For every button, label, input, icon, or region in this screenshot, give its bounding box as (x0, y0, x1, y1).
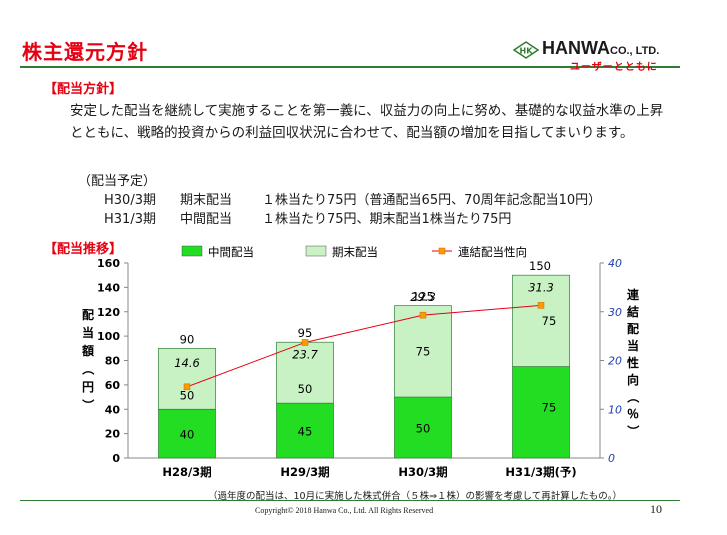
y-axis-title-left-char: 当 (82, 325, 94, 340)
bar-interim (276, 402, 334, 459)
bar-total-label: 125 (412, 290, 434, 304)
bar-interim (394, 396, 452, 459)
x-tick-label: H28/3期 (162, 465, 211, 479)
y-axis-title-right-char: ％ (627, 407, 639, 421)
y-axis-title-left-char: （ (81, 363, 96, 375)
legend-label-year-end: 期末配当 (332, 245, 378, 259)
schedule-period: H30/3期 (104, 193, 156, 208)
bar-label-year-end: 75 (416, 344, 431, 358)
legend-label-interim: 中間配当 (208, 245, 254, 259)
y-tick-label-left: 100 (97, 330, 120, 343)
logo-tagline: ユーザーとともに (570, 62, 658, 73)
page-number: 10 (650, 502, 662, 516)
policy-heading: 【配当方針】 (44, 82, 123, 97)
payout-ratio-line (186, 304, 542, 388)
dividend-chart: 中間配当 期末配当 連結配当性向02040608010012014016001020… (81, 245, 641, 479)
logo-mark-text: HK (520, 47, 534, 56)
bar-year-end (158, 347, 216, 410)
logo-name: HANWA (542, 38, 610, 58)
y-axis-title-right-char: 連 (627, 287, 640, 302)
bar-label-year-end: 50 (298, 382, 313, 396)
y-tick-label-right: 30 (608, 306, 622, 319)
bar-interim (512, 366, 570, 459)
y-axis-title-left-char: 円 (82, 380, 94, 394)
schedule-detail: １株当たり75円（普通配当65円、70周年記念配当10円） (262, 193, 602, 208)
page-title: 株主還元方針 (22, 40, 148, 64)
y-axis-title-right-char: ） (626, 425, 641, 437)
bar-label-interim: 50 (416, 422, 431, 436)
y-axis-title-right-char: 向 (627, 372, 639, 387)
company-logo: HK HANWACO., LTD. ユーザーとともに (512, 38, 682, 73)
bar-label-interim: 75 (542, 400, 557, 414)
footnote: （過年度の配当は、10月に実施した株式併合（５株⇒１株）の影響を考慮して再計算し… (208, 491, 623, 502)
bar-label-year-end: 50 (180, 388, 195, 402)
y-axis-title-left-char: ） (81, 399, 96, 411)
bar-year-end (276, 341, 334, 404)
payout-ratio-marker (419, 311, 427, 319)
schedule-type: 中間配当 (180, 212, 233, 227)
y-tick-label-left: 40 (105, 403, 121, 416)
schedule-type: 期末配当 (180, 193, 233, 208)
bar-total-label: 150 (529, 259, 551, 273)
y-tick-label-left: 140 (97, 281, 120, 294)
y-tick-label-right: 10 (608, 403, 622, 416)
legend-label-payout: 連結配当性向 (458, 245, 527, 259)
hk-diamond-icon: HK (512, 41, 540, 59)
history-heading: 【配当推移】 (44, 242, 123, 257)
legend-marker-payout (438, 247, 446, 255)
y-axis-title-left-char: 配 (82, 307, 94, 322)
y-tick-label-left: 20 (105, 428, 121, 441)
bar-year-end (394, 305, 452, 398)
x-tick-label: H31/3期(予) (505, 465, 576, 479)
bar-total-label: 95 (298, 326, 313, 340)
x-tick-label: H29/3期 (280, 465, 329, 479)
y-axis-title-right-char: 当 (627, 338, 639, 353)
bar-year-end (512, 274, 570, 367)
bar-label-interim: 45 (298, 425, 313, 439)
copyright: Copyright© 2018 Hanwa Co., Ltd. All Righ… (255, 506, 434, 515)
x-tick-label: H30/3期 (398, 465, 447, 479)
payout-ratio-label: 14.6 (174, 356, 200, 370)
y-tick-label-right: 40 (608, 257, 622, 270)
schedule-period: H31/3期 (104, 212, 156, 227)
payout-ratio-label: 31.3 (528, 280, 554, 294)
policy-text: 安定した配当を継続して実施することを第一義に、収益力の向上に努め、基礎的な収益水… (70, 103, 664, 141)
footer-divider (20, 500, 680, 501)
y-axis-title-left-char: 額 (81, 343, 94, 358)
y-tick-label-right: 20 (608, 355, 622, 368)
bar-label-interim: 40 (180, 428, 195, 442)
legend-swatch-interim (181, 245, 203, 257)
payout-ratio-marker (537, 302, 545, 309)
y-tick-label-left: 0 (112, 452, 120, 465)
bar-total-label: 90 (180, 332, 195, 346)
payout-ratio-marker (183, 383, 191, 391)
schedule-heading: （配当予定） (78, 174, 157, 189)
y-tick-label-left: 80 (105, 355, 121, 368)
bar-label-year-end: 75 (542, 314, 557, 328)
y-axis-title-right-char: 配 (627, 321, 639, 336)
bar-interim (158, 408, 216, 459)
schedule-row: H31/3期 中間配当 １株当たり75円、期末配当1株当たり75円 (104, 208, 511, 227)
logo-suffix: CO., LTD. (610, 45, 660, 57)
y-axis-title-right-char: 結 (627, 304, 639, 319)
payout-ratio-label: 29.3 (410, 290, 436, 304)
y-tick-label-left: 120 (97, 306, 120, 319)
y-axis-title-right-char: （ (626, 391, 641, 403)
y-tick-label-right: 0 (608, 452, 615, 465)
payout-ratio-label: 23.7 (292, 347, 318, 361)
payout-ratio-marker (301, 339, 309, 346)
schedule-row: H30/3期 期末配当 １株当たり75円（普通配当65円、70周年記念配当10円） (104, 189, 601, 208)
y-tick-label-left: 60 (105, 379, 121, 392)
y-tick-label-left: 160 (97, 257, 120, 270)
title-divider (20, 66, 680, 68)
y-axis-title-right-char: 性 (626, 355, 639, 370)
legend-swatch-year-end (305, 245, 327, 257)
schedule-detail: １株当たり75円、期末配当1株当たり75円 (262, 212, 512, 227)
